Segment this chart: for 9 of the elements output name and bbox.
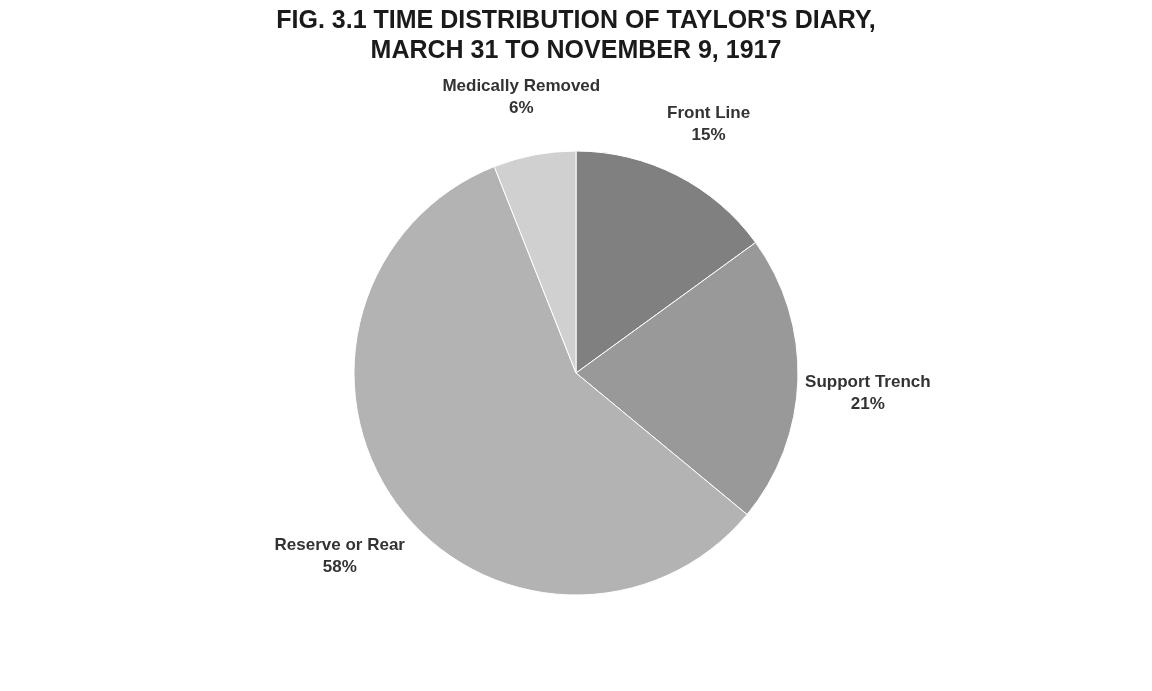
chart-title: FIG. 3.1 TIME DISTRIBUTION OF TAYLOR'S DIARY, MARCH 31 TO NOVEMBER 9, 1917 xyxy=(276,5,876,63)
data-label: 58% xyxy=(322,556,357,576)
slice-label: Front Line xyxy=(667,102,751,122)
slice-label: Support Trench xyxy=(805,372,931,392)
data-label: 6% xyxy=(509,98,534,118)
data-label: 15% xyxy=(691,124,726,144)
slice-label: Medically Removed xyxy=(442,76,601,96)
slice-label: Reserve or Rear xyxy=(274,534,406,554)
data-label: 21% xyxy=(850,394,885,414)
